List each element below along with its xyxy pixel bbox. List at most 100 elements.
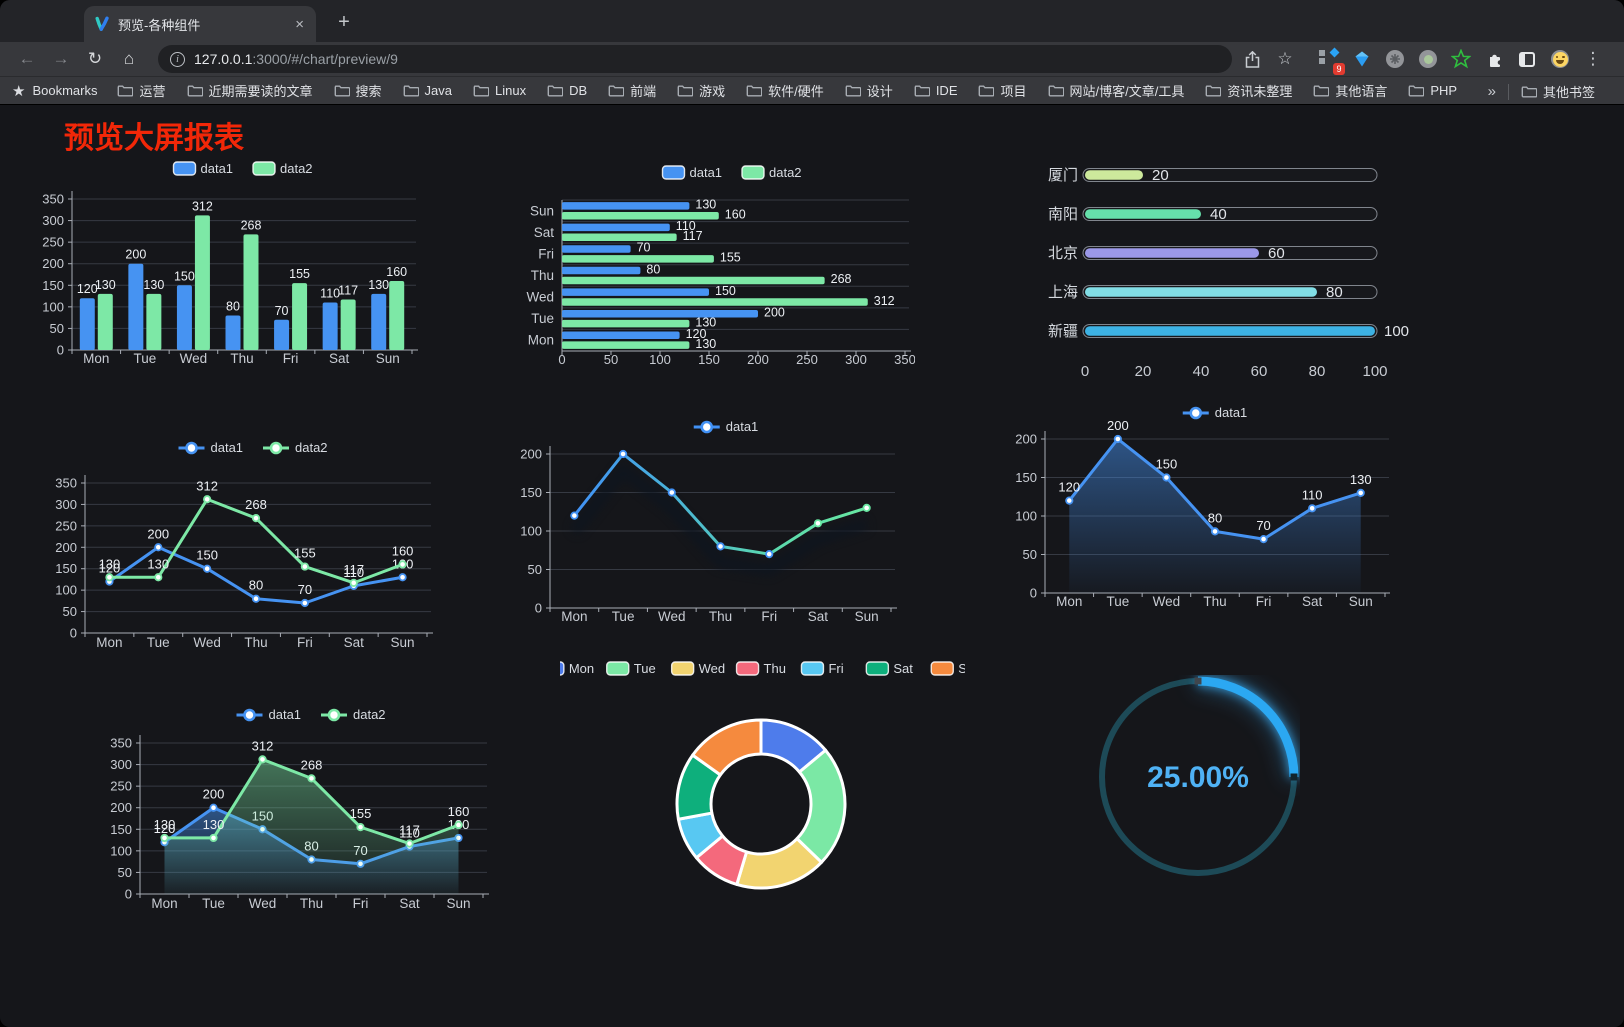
bookmark-folder[interactable]: 软件/硬件 (746, 81, 824, 100)
bookmarks-bar: ★ Bookmarks 运营 近期需要读的文章 搜索 Java Linux DB 前端 游戏 软… (0, 76, 1624, 104)
svg-text:Thu: Thu (764, 661, 786, 676)
dot-extension-icon[interactable] (1415, 46, 1441, 72)
bookmark-folder[interactable]: 游戏 (677, 81, 725, 100)
svg-text:Fri: Fri (283, 351, 299, 366)
extension-badge: 9 (1333, 63, 1345, 75)
svg-text:100: 100 (1015, 509, 1037, 524)
green-star-extension-icon[interactable] (1448, 46, 1474, 72)
svg-text:Thu: Thu (244, 635, 267, 650)
svg-text:100: 100 (42, 299, 64, 314)
svg-text:50: 50 (604, 352, 618, 367)
dashboard-page: 预览大屏报表 data1 data2 0 50 100 150 200 250 300 350 Mo… (0, 104, 1624, 1027)
address-bar[interactable]: i 127.0.0.1:3000/#/chart/preview/9 (158, 45, 1232, 73)
bookmark-folder[interactable]: 其他语言 (1313, 81, 1387, 100)
donut-chart-svg: Mon Tue Wed Thu Fri Sat Sun (541, 661, 981, 890)
svg-text:Tue: Tue (612, 609, 635, 624)
svg-text:120: 120 (686, 327, 707, 341)
bookmark-folder[interactable]: DB (547, 81, 587, 100)
city-progress-chart-svg: 厦门 20 南阳 40 北京 60 上海 80 新疆 100 0 20 40 60 80 100 (1048, 167, 1409, 380)
svg-text:160: 160 (392, 543, 414, 558)
svg-text:130: 130 (147, 556, 169, 571)
other-bookmarks-folder[interactable]: 其他书签 (1521, 82, 1595, 101)
svg-text:120: 120 (154, 821, 176, 836)
puzzle-extensions-icon[interactable] (1481, 46, 1507, 72)
svg-text:117: 117 (343, 562, 364, 577)
dual-line-chart: data1 data2 0 50 100 150 200 250 300 350 Mon Tue Wed… (48, 427, 438, 659)
bookmark-folder[interactable]: 运营 (117, 81, 166, 100)
svg-text:50: 50 (50, 321, 64, 336)
svg-text:Fri: Fri (297, 635, 313, 650)
back-button[interactable]: ← (18, 49, 36, 68)
bookmark-star-icon[interactable]: ☆ (1277, 49, 1293, 68)
svg-text:Mon: Mon (528, 333, 554, 348)
gem-extension-icon[interactable] (1349, 46, 1375, 72)
svg-text:130: 130 (368, 278, 389, 292)
svg-text:0: 0 (1081, 363, 1089, 380)
svg-text:80: 80 (1309, 363, 1326, 380)
wheel-extension-icon[interactable] (1382, 46, 1408, 72)
zoom-window-button[interactable] (70, 15, 83, 28)
bookmark-folder[interactable]: PHP (1408, 81, 1457, 100)
svg-text:100: 100 (520, 524, 542, 539)
bookmark-folder[interactable]: 网站/博客/文章/工具 (1048, 81, 1184, 100)
share-icon[interactable] (1239, 46, 1265, 72)
new-tab-button[interactable]: + (338, 10, 350, 33)
svg-text:300: 300 (42, 213, 64, 228)
emoji-extension-icon[interactable] (1547, 46, 1573, 72)
bookmark-folder[interactable]: 搜索 (334, 81, 382, 100)
svg-text:200: 200 (55, 540, 77, 555)
bookmarks-overflow-chevron[interactable]: » (1487, 83, 1496, 100)
site-info-icon[interactable]: i (170, 51, 185, 67)
tab-strip: 预览-各种组件 × + (0, 0, 1624, 42)
home-button[interactable]: ⌂ (123, 49, 135, 68)
svg-text:Mon: Mon (561, 609, 587, 624)
svg-text:Tue: Tue (1106, 594, 1129, 609)
city-progress-chart: 厦门 20 南阳 40 北京 60 上海 80 新疆 100 0 20 40 60 80 100 (990, 157, 1410, 385)
bookmarks-label[interactable]: Bookmarks (32, 83, 98, 98)
svg-text:data2: data2 (353, 707, 386, 722)
forward-button[interactable]: → (52, 49, 70, 68)
svg-text:160: 160 (725, 207, 746, 221)
bookmark-folder[interactable]: Java (403, 81, 452, 100)
reload-button[interactable]: ↻ (87, 49, 103, 68)
horizontal-bar-chart: data1 data2 0 50 100 150 200 250 300 350 Mon 120 130… (505, 155, 915, 373)
tab-close-icon[interactable]: × (295, 15, 304, 33)
svg-text:Sat: Sat (808, 609, 829, 624)
svg-text:70: 70 (298, 582, 312, 597)
bookmark-folder[interactable]: IDE (914, 81, 957, 100)
bookmark-folder[interactable]: 前端 (608, 81, 656, 100)
bookmarks-star-icon[interactable]: ★ (12, 82, 26, 100)
svg-text:南阳: 南阳 (1048, 206, 1078, 223)
bookmark-folder[interactable]: Linux (473, 81, 526, 100)
bookmark-folder[interactable]: 设计 (845, 81, 893, 100)
bookmark-folder[interactable]: 近期需要读的文章 (187, 81, 313, 100)
browser-tab[interactable]: 预览-各种组件 × (84, 6, 316, 42)
svg-text:Sat: Sat (399, 896, 420, 911)
url-text: 127.0.0.1:3000/#/chart/preview/9 (194, 51, 398, 67)
svg-text:50: 50 (1023, 547, 1037, 562)
svg-text:117: 117 (399, 823, 420, 838)
svg-text:250: 250 (42, 235, 64, 250)
extension-grid-icon[interactable]: 9 (1316, 46, 1345, 75)
svg-text:Fri: Fri (353, 896, 369, 911)
svg-text:北京: 北京 (1048, 245, 1078, 262)
svg-text:Sun: Sun (855, 609, 879, 624)
svg-text:70: 70 (1256, 518, 1270, 533)
svg-text:100: 100 (55, 583, 77, 598)
bookmark-folder[interactable]: 资讯未整理 (1205, 81, 1292, 100)
bookmark-folder[interactable]: 项目 (978, 81, 1027, 100)
svg-text:50: 50 (63, 604, 77, 619)
close-window-button[interactable] (30, 15, 43, 28)
svg-text:80: 80 (1208, 510, 1222, 525)
svg-text:Sat: Sat (344, 635, 365, 650)
svg-text:Fri: Fri (828, 661, 843, 676)
svg-text:Wed: Wed (699, 661, 726, 676)
vertical-bar-chart-svg: data1 data2 0 50 100 150 200 250 300 350 Mon Tue Wed… (42, 161, 418, 366)
svg-text:data1: data1 (201, 161, 234, 176)
svg-text:350: 350 (42, 192, 64, 207)
browser-menu-icon[interactable]: ⋮ (1584, 49, 1602, 68)
svg-text:Sat: Sat (893, 661, 913, 676)
svg-text:0: 0 (535, 601, 542, 616)
minimize-window-button[interactable] (50, 15, 63, 28)
sidebar-extension-icon[interactable] (1514, 46, 1540, 72)
